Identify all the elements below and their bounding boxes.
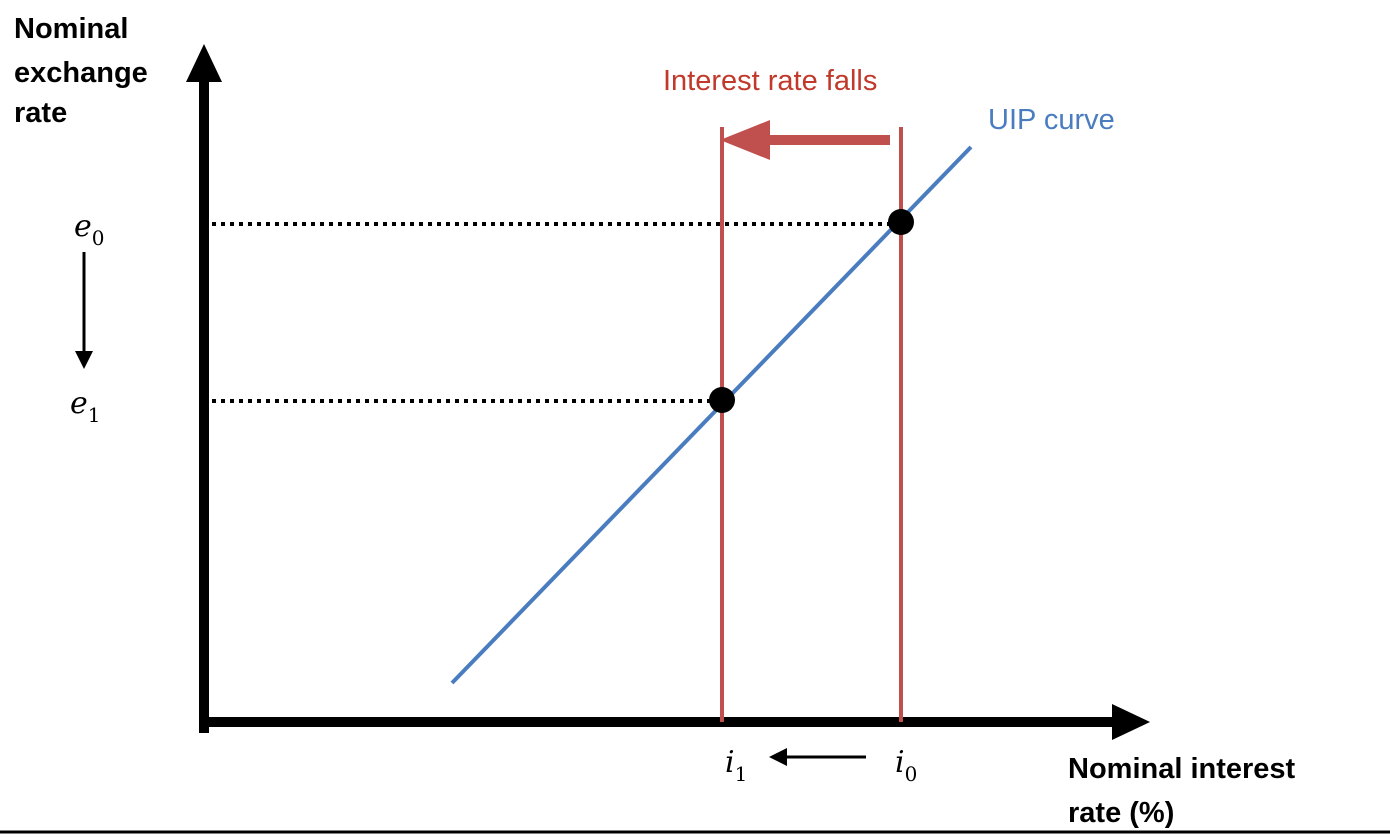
e1-symbol: e: [70, 386, 88, 421]
uip-curve-line: [450, 145, 973, 685]
e0-label: e0: [74, 209, 105, 250]
y-axis-title-line-3: rate: [14, 97, 67, 129]
i1-label: i1: [725, 745, 747, 786]
shift-label: Interest rate falls: [663, 65, 877, 97]
i0-symbol: i: [895, 745, 905, 780]
e0-symbol: e: [74, 209, 92, 244]
y-axis-title-line-2: exchange: [14, 57, 148, 89]
y-axis-title-line-1: Nominal: [14, 13, 128, 45]
equilibrium-point-1: [709, 387, 735, 413]
i1-subscript: 1: [735, 762, 748, 786]
e1-subscript: 1: [88, 403, 101, 427]
x-axis-title: Nominal interest rate (%): [1068, 753, 1303, 829]
curve-label: UIP curve: [988, 104, 1115, 136]
i0-subscript: 0: [905, 762, 918, 786]
x-axis-arrowhead: [1112, 704, 1150, 740]
equilibrium-point-0: [888, 209, 914, 235]
x-axis-title-line-1: Nominal interest: [1068, 753, 1296, 785]
x-axis-title-line-2: rate (%): [1068, 797, 1174, 829]
i1-symbol: i: [725, 745, 735, 780]
i0-label: i0: [895, 745, 917, 786]
y-axis-title: Nominal exchange rate: [14, 13, 156, 129]
e0-subscript: 0: [92, 226, 105, 250]
e1-label: e1: [70, 386, 101, 427]
y-axis-arrowhead: [186, 44, 222, 82]
